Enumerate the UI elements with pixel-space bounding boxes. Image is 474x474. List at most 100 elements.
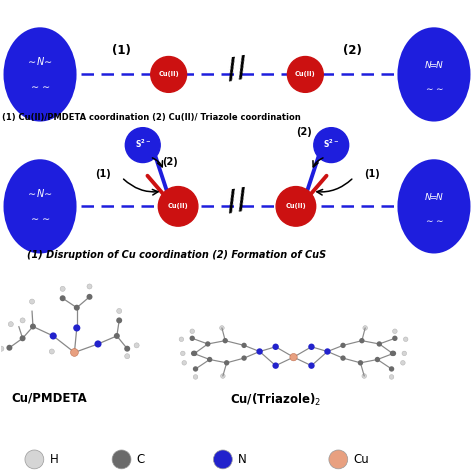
Circle shape xyxy=(50,332,57,339)
Text: (1): (1) xyxy=(364,169,380,179)
Circle shape xyxy=(324,348,331,355)
Circle shape xyxy=(19,335,26,341)
Circle shape xyxy=(7,345,12,351)
Circle shape xyxy=(25,450,44,469)
Text: $\mathit{\sim\!\sim}$: $\mathit{\sim\!\sim}$ xyxy=(29,212,51,222)
Circle shape xyxy=(314,128,349,163)
Text: $\mathit{\sim\!\sim}$: $\mathit{\sim\!\sim}$ xyxy=(29,80,51,90)
Circle shape xyxy=(308,344,315,350)
Text: (2): (2) xyxy=(296,127,311,137)
Circle shape xyxy=(389,366,394,372)
Text: Cu(II): Cu(II) xyxy=(285,203,306,210)
Circle shape xyxy=(392,329,397,334)
Circle shape xyxy=(241,343,247,348)
Text: $\mathbf{S^{2-}}$: $\mathbf{S^{2-}}$ xyxy=(323,138,339,150)
Circle shape xyxy=(273,363,279,369)
Text: (1) Disruption of Cu coordination (2) Formation of CuS: (1) Disruption of Cu coordination (2) Fo… xyxy=(27,250,327,260)
Text: Cu(II): Cu(II) xyxy=(168,203,189,210)
Circle shape xyxy=(181,351,185,356)
Text: $\mathit{\sim\!\sim}$: $\mathit{\sim\!\sim}$ xyxy=(424,83,444,92)
Circle shape xyxy=(87,294,92,300)
Circle shape xyxy=(273,344,279,350)
Circle shape xyxy=(241,356,247,361)
Circle shape xyxy=(290,354,297,361)
Circle shape xyxy=(276,187,316,226)
Text: Cu/PMDETA: Cu/PMDETA xyxy=(12,392,88,405)
Circle shape xyxy=(60,295,65,301)
Circle shape xyxy=(182,361,187,365)
Circle shape xyxy=(256,348,263,355)
Text: Cu(II): Cu(II) xyxy=(295,72,316,77)
Ellipse shape xyxy=(3,27,76,121)
Text: $N\!\!=\!\!N$: $N\!\!=\!\!N$ xyxy=(424,59,444,70)
Circle shape xyxy=(125,128,160,163)
Circle shape xyxy=(193,366,198,372)
Circle shape xyxy=(158,187,198,226)
Ellipse shape xyxy=(398,27,471,121)
Text: Cu/(Triazole)$_2$: Cu/(Triazole)$_2$ xyxy=(230,392,321,408)
Circle shape xyxy=(114,333,120,339)
Circle shape xyxy=(287,56,323,92)
Circle shape xyxy=(308,363,315,369)
Circle shape xyxy=(389,374,394,379)
Circle shape xyxy=(74,305,80,310)
Circle shape xyxy=(124,346,130,352)
Circle shape xyxy=(390,351,395,356)
Circle shape xyxy=(222,338,228,343)
Circle shape xyxy=(179,337,184,342)
Circle shape xyxy=(0,346,4,351)
Circle shape xyxy=(94,340,101,347)
Text: $N\!\!=\!\!N$: $N\!\!=\!\!N$ xyxy=(424,191,444,201)
Text: //: // xyxy=(225,185,249,216)
Text: Cu(II): Cu(II) xyxy=(158,72,179,77)
Text: (2): (2) xyxy=(343,44,362,56)
Circle shape xyxy=(329,450,348,469)
Text: $\mathit{\sim\!N\!\sim}$: $\mathit{\sim\!N\!\sim}$ xyxy=(27,55,54,67)
Circle shape xyxy=(401,361,405,365)
Circle shape xyxy=(219,326,224,330)
Text: //: // xyxy=(225,53,249,84)
Circle shape xyxy=(340,343,346,348)
Text: $\mathbf{S^{2-}}$: $\mathbf{S^{2-}}$ xyxy=(135,138,151,150)
Circle shape xyxy=(224,360,229,365)
Circle shape xyxy=(134,343,139,348)
Circle shape xyxy=(190,336,195,341)
Circle shape xyxy=(375,357,380,362)
Text: N: N xyxy=(238,453,246,466)
Circle shape xyxy=(402,351,407,356)
Text: Cu: Cu xyxy=(354,453,369,466)
Circle shape xyxy=(8,322,13,327)
Circle shape xyxy=(73,324,81,331)
Circle shape xyxy=(112,450,131,469)
Ellipse shape xyxy=(398,159,471,254)
Text: H: H xyxy=(49,453,58,466)
Circle shape xyxy=(213,450,232,469)
Circle shape xyxy=(359,338,365,343)
Circle shape xyxy=(358,360,363,365)
Text: (1): (1) xyxy=(95,169,111,179)
Circle shape xyxy=(125,354,130,359)
Text: (1): (1) xyxy=(112,44,131,56)
Circle shape xyxy=(192,351,197,356)
Circle shape xyxy=(220,374,225,378)
Circle shape xyxy=(403,337,408,342)
Circle shape xyxy=(207,357,212,362)
Ellipse shape xyxy=(3,159,76,254)
Text: (2): (2) xyxy=(163,156,178,166)
Circle shape xyxy=(392,336,398,341)
Circle shape xyxy=(20,318,25,323)
Circle shape xyxy=(205,341,210,346)
Circle shape xyxy=(362,374,366,378)
Circle shape xyxy=(363,326,367,330)
Circle shape xyxy=(60,286,65,292)
Circle shape xyxy=(117,309,122,313)
Text: C: C xyxy=(137,453,145,466)
Text: (1) Cu(II)/PMDETA coordination (2) Cu(II)/ Triazole coordination: (1) Cu(II)/PMDETA coordination (2) Cu(II… xyxy=(2,113,301,122)
Circle shape xyxy=(191,351,196,356)
Circle shape xyxy=(391,351,396,356)
Circle shape xyxy=(190,329,194,334)
Circle shape xyxy=(30,324,36,329)
Circle shape xyxy=(49,349,55,354)
Circle shape xyxy=(87,284,92,289)
Circle shape xyxy=(151,56,187,92)
